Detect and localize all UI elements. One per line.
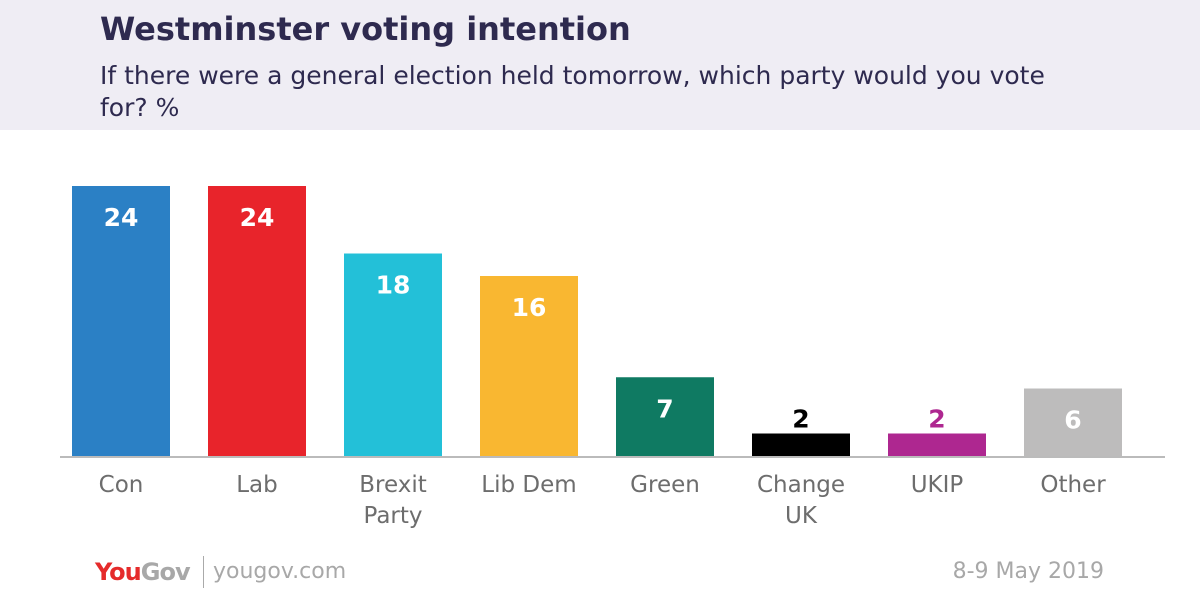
bar: [344, 253, 442, 456]
logo-gov: Gov: [140, 558, 191, 586]
data-label: 18: [376, 271, 411, 300]
footer-date: 8-9 May 2019: [952, 559, 1104, 584]
bar: [616, 377, 714, 456]
bar: [752, 433, 850, 456]
footer-divider: [203, 556, 204, 588]
category-label: Other: [1040, 472, 1106, 498]
header-band: [0, 0, 1200, 130]
data-label: 24: [104, 203, 139, 232]
bar: [1024, 388, 1122, 456]
bar: [208, 186, 306, 456]
category-label: UK: [785, 503, 818, 529]
category-label: Green: [630, 472, 700, 498]
category-label: UKIP: [911, 472, 964, 498]
category-label: Lib Dem: [481, 472, 576, 498]
data-label: 2: [928, 405, 945, 434]
category-label: Party: [363, 503, 422, 529]
chart-subtitle: If there were a general election held to…: [100, 61, 1045, 122]
data-label: 2: [792, 405, 809, 434]
data-label: 7: [656, 394, 673, 423]
category-label: Con: [99, 472, 144, 498]
footer-site: yougov.com: [213, 559, 347, 584]
bar: [888, 433, 986, 456]
data-label: 16: [512, 293, 547, 322]
category-label: Brexit: [359, 472, 427, 498]
data-label: 6: [1064, 406, 1081, 435]
category-label: Change: [757, 472, 845, 498]
chart-title: Westminster voting intention: [100, 10, 631, 48]
bar: [72, 186, 170, 456]
category-label: Lab: [236, 472, 278, 498]
logo-you: You: [95, 558, 142, 586]
bar: [480, 276, 578, 456]
data-label: 24: [240, 203, 275, 232]
yougov-logo: YouGov: [95, 558, 191, 586]
